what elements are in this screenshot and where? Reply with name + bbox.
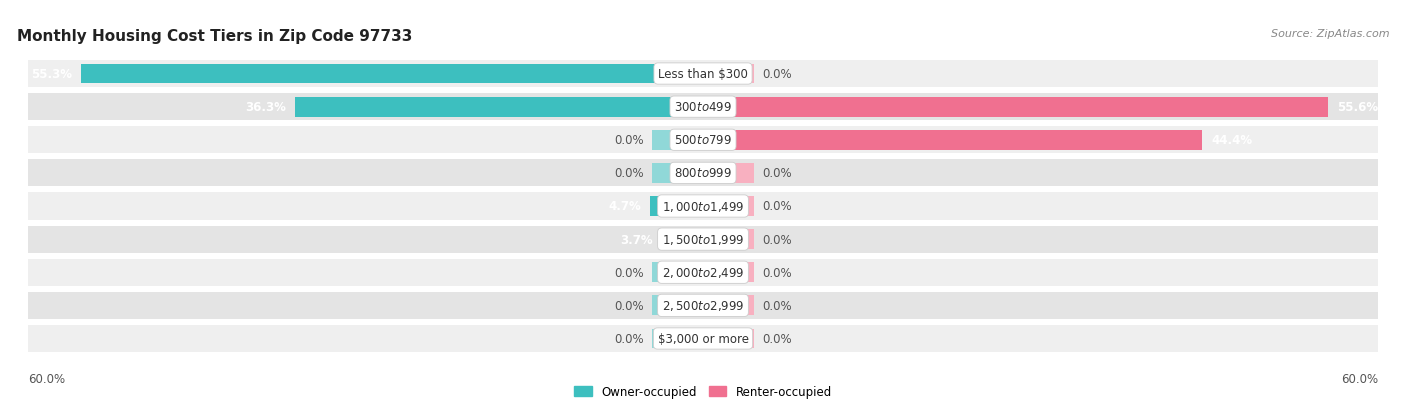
Bar: [28, 61, 1378, 88]
Text: $2,500 to $2,999: $2,500 to $2,999: [662, 299, 744, 313]
Text: $800 to $999: $800 to $999: [673, 167, 733, 180]
Text: 0.0%: 0.0%: [762, 266, 792, 279]
Text: $3,000 or more: $3,000 or more: [658, 332, 748, 345]
Text: 0.0%: 0.0%: [762, 167, 792, 180]
Bar: [28, 292, 1378, 319]
Text: Less than $300: Less than $300: [658, 68, 748, 81]
Text: Monthly Housing Cost Tiers in Zip Code 97733: Monthly Housing Cost Tiers in Zip Code 9…: [17, 29, 412, 44]
Bar: [652, 329, 703, 349]
Bar: [28, 259, 1378, 286]
Text: $500 to $799: $500 to $799: [673, 134, 733, 147]
Text: 0.0%: 0.0%: [762, 200, 792, 213]
Bar: [652, 131, 703, 150]
Bar: [28, 193, 1378, 220]
Text: 0.0%: 0.0%: [762, 332, 792, 345]
Bar: [28, 325, 1378, 352]
Text: 0.0%: 0.0%: [762, 233, 792, 246]
Text: 55.3%: 55.3%: [31, 68, 72, 81]
Text: 0.0%: 0.0%: [614, 167, 644, 180]
Bar: [703, 64, 754, 84]
Text: 0.0%: 0.0%: [762, 299, 792, 312]
Bar: [661, 230, 703, 249]
Text: 60.0%: 60.0%: [1341, 372, 1378, 385]
Text: 0.0%: 0.0%: [614, 266, 644, 279]
Text: 36.3%: 36.3%: [245, 101, 285, 114]
Text: 0.0%: 0.0%: [762, 68, 792, 81]
Bar: [28, 94, 1378, 121]
Bar: [703, 97, 1329, 117]
Bar: [703, 131, 1202, 150]
Bar: [652, 296, 703, 316]
Bar: [703, 263, 754, 282]
Legend: Owner-occupied, Renter-occupied: Owner-occupied, Renter-occupied: [569, 381, 837, 403]
Bar: [28, 160, 1378, 187]
Bar: [652, 164, 703, 183]
Text: Source: ZipAtlas.com: Source: ZipAtlas.com: [1271, 29, 1389, 39]
Bar: [703, 329, 754, 349]
Text: $2,000 to $2,499: $2,000 to $2,499: [662, 266, 744, 280]
Bar: [28, 226, 1378, 253]
Text: 4.7%: 4.7%: [609, 200, 641, 213]
Text: 3.7%: 3.7%: [620, 233, 652, 246]
Text: 55.6%: 55.6%: [1337, 101, 1378, 114]
Bar: [650, 197, 703, 216]
Text: 0.0%: 0.0%: [614, 332, 644, 345]
Text: 0.0%: 0.0%: [614, 299, 644, 312]
Bar: [703, 230, 754, 249]
Bar: [295, 97, 703, 117]
Text: 0.0%: 0.0%: [614, 134, 644, 147]
Text: 44.4%: 44.4%: [1212, 134, 1253, 147]
Text: $300 to $499: $300 to $499: [673, 101, 733, 114]
Bar: [82, 64, 703, 84]
Bar: [703, 296, 754, 316]
Bar: [703, 197, 754, 216]
Bar: [28, 127, 1378, 154]
Text: 60.0%: 60.0%: [28, 372, 65, 385]
Text: $1,000 to $1,499: $1,000 to $1,499: [662, 199, 744, 214]
Text: $1,500 to $1,999: $1,500 to $1,999: [662, 233, 744, 247]
Bar: [703, 164, 754, 183]
Bar: [652, 263, 703, 282]
